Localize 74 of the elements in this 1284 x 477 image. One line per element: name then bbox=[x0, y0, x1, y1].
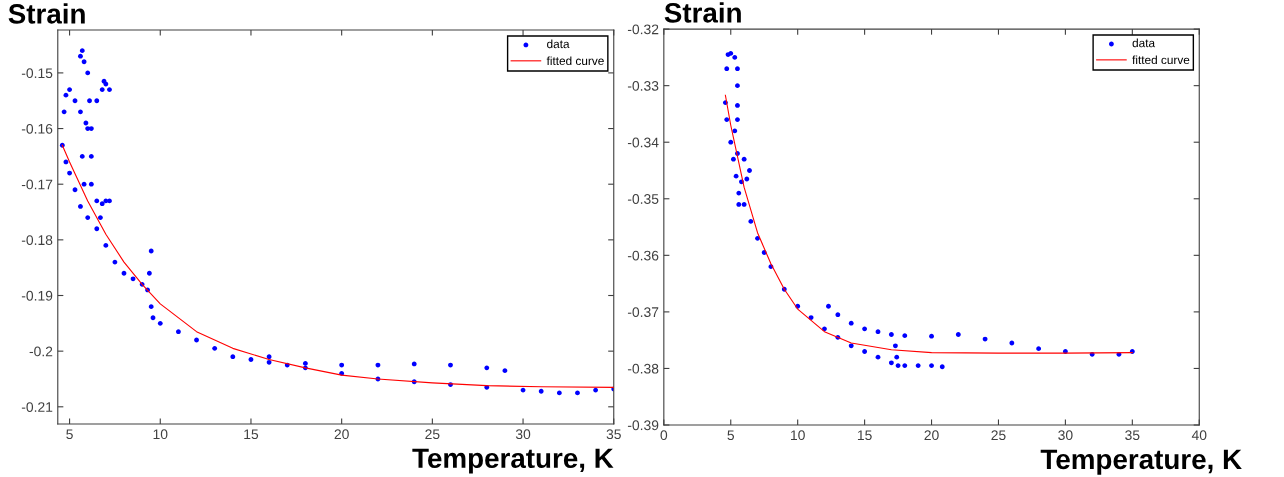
x-tick-label: 20 bbox=[334, 429, 349, 440]
point bbox=[835, 312, 841, 318]
x-tick-label: 25 bbox=[991, 430, 1006, 441]
point bbox=[848, 320, 854, 326]
legend-label: fitted curve bbox=[546, 56, 604, 66]
point bbox=[747, 168, 752, 173]
x-axis-title: Temperature, K bbox=[1040, 449, 1242, 475]
point bbox=[929, 333, 934, 339]
point bbox=[744, 176, 750, 182]
x-tick-label: 30 bbox=[515, 429, 531, 440]
x-tick-label: 10 bbox=[153, 429, 168, 440]
point bbox=[862, 349, 868, 354]
y-tick-label: -0.16 bbox=[21, 123, 53, 134]
y-tick-label: -0.37 bbox=[627, 307, 659, 318]
y-tick-label: -0.21 bbox=[21, 402, 53, 412]
point bbox=[915, 363, 921, 369]
point bbox=[955, 332, 961, 337]
x-tick-label: 5 bbox=[727, 430, 735, 441]
point bbox=[741, 156, 747, 162]
point bbox=[1036, 346, 1042, 352]
point bbox=[735, 103, 740, 108]
line-series bbox=[724, 94, 1133, 354]
y-tick-label: -0.17 bbox=[21, 179, 53, 190]
point bbox=[875, 329, 881, 335]
y-axis-title: Strain bbox=[8, 3, 85, 24]
y-tick-label: -0.38 bbox=[627, 363, 659, 374]
point bbox=[724, 66, 730, 72]
x-tick-label: 15 bbox=[857, 430, 872, 441]
y-axis-title: Strain bbox=[664, 2, 741, 23]
x-tick-label: 10 bbox=[791, 430, 805, 441]
point bbox=[724, 117, 730, 122]
point bbox=[902, 363, 908, 369]
point bbox=[929, 363, 934, 369]
point bbox=[735, 66, 740, 72]
point bbox=[888, 332, 894, 337]
point bbox=[888, 360, 894, 366]
point bbox=[731, 156, 736, 162]
point bbox=[826, 303, 831, 309]
point bbox=[892, 343, 898, 349]
legend-label: fitted curve bbox=[1132, 55, 1190, 65]
x-tick-label: 15 bbox=[244, 429, 259, 440]
x-tick-label: 30 bbox=[1058, 430, 1073, 441]
point bbox=[939, 364, 945, 370]
y-tick-label: -0.18 bbox=[21, 235, 53, 246]
y-tick-label: -0.33 bbox=[627, 80, 659, 91]
point bbox=[748, 218, 754, 224]
point bbox=[894, 354, 900, 360]
y-tick-label: -0.2 bbox=[29, 346, 53, 357]
y-tick-label: -0.36 bbox=[627, 250, 659, 261]
point bbox=[741, 202, 747, 207]
y-tick-label: -0.34 bbox=[627, 137, 659, 148]
x-tick-label: 40 bbox=[1191, 430, 1207, 441]
y-tick-label: -0.35 bbox=[627, 194, 659, 204]
legend-label: data bbox=[1132, 38, 1156, 48]
x-axis-title: Temperature, K bbox=[412, 448, 614, 474]
point bbox=[902, 333, 908, 339]
point bbox=[735, 117, 740, 122]
y-tick-label: -0.32 bbox=[627, 24, 659, 35]
point bbox=[735, 83, 740, 89]
point bbox=[736, 202, 742, 207]
point bbox=[736, 190, 742, 196]
x-tick-label: 20 bbox=[924, 430, 939, 441]
x-tick-label: 35 bbox=[606, 429, 621, 440]
x-tick-label: 5 bbox=[66, 429, 73, 440]
point bbox=[732, 54, 738, 60]
y-tick-label: -0.15 bbox=[21, 68, 53, 79]
x-tick-label: 35 bbox=[1125, 430, 1140, 441]
point bbox=[728, 139, 734, 145]
x-tick-label: 25 bbox=[425, 429, 440, 440]
y-tick-label: -0.39 bbox=[627, 420, 659, 431]
legend-label: data bbox=[547, 39, 570, 49]
point bbox=[862, 326, 868, 332]
x-tick-label: 0 bbox=[660, 430, 668, 441]
y-tick-label: -0.19 bbox=[21, 290, 53, 301]
